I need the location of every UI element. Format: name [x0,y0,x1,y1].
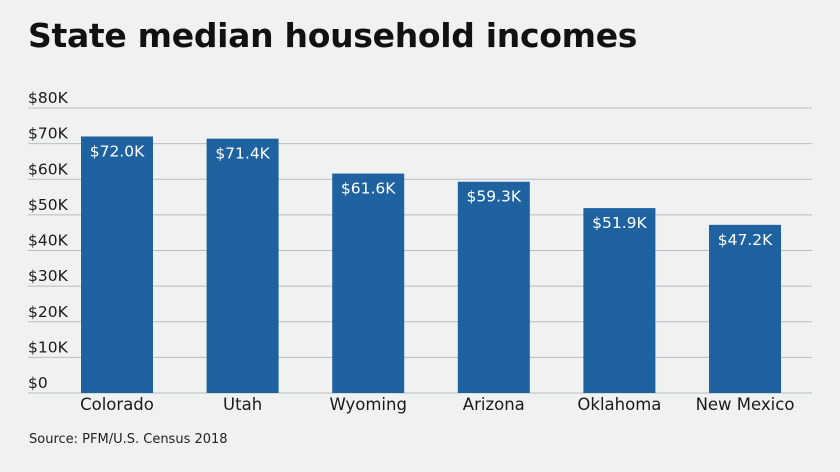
y-tick-label: $60K [28,160,69,178]
chart-title: State median household incomes [28,16,638,55]
y-tick-label: $80K [28,89,69,107]
bar [457,181,530,393]
bar [206,138,279,393]
category-label: New Mexico [696,395,795,414]
bar [709,224,781,393]
bars [81,136,781,393]
y-tick-label: $10K [28,338,69,356]
value-labels: $72.0K $71.4K $61.6K $59.3K $51.9K $47.2K [90,143,773,249]
category-label: Colorado [80,395,154,414]
grid-lines [28,107,812,394]
bar [332,173,405,393]
bar [583,208,656,393]
y-tick-label: $0 [28,374,48,392]
bar-value-label: $59.3K [467,188,522,206]
bar-value-label: $72.0K [90,143,145,161]
bar [81,136,153,393]
y-tick-label: $40K [28,232,69,250]
y-tick-label: $70K [28,125,69,143]
category-label: Utah [223,395,262,414]
category-labels: Colorado Utah Wyoming Arizona Oklahoma New Me… [80,395,794,414]
category-label: Oklahoma [577,395,661,414]
y-tick-label: $50K [28,196,69,214]
bar-value-label: $71.4K [215,145,270,163]
y-tick-label: $20K [28,303,69,321]
bar-value-label: $47.2K [718,231,773,249]
source-note: Source: PFM/U.S. Census 2018 [29,432,228,447]
bar-value-label: $51.9K [592,214,647,232]
y-tick-label: $30K [28,267,69,285]
category-label: Arizona [463,395,525,414]
bar-value-label: $61.6K [341,180,396,198]
y-axis-ticks: $0 $10K $20K $30K $40K $50K $60K $70K $80K [28,89,69,392]
category-label: Wyoming [329,395,406,414]
